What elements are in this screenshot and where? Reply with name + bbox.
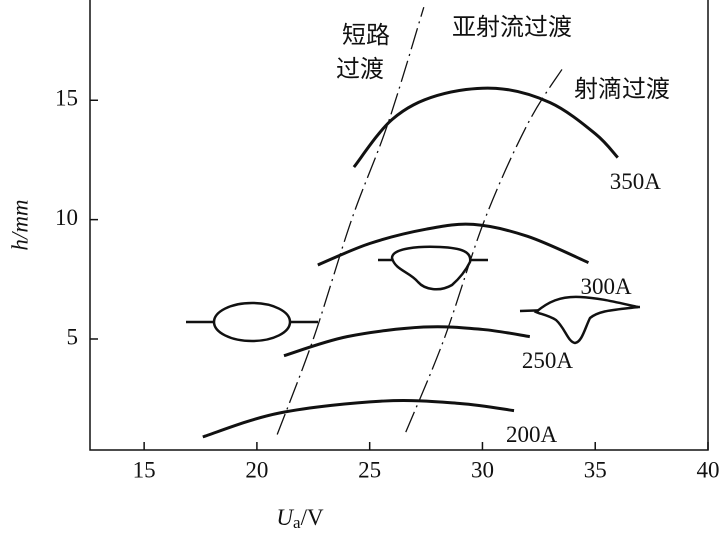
annotation: 亚射流过渡 xyxy=(452,13,572,41)
annotation: 短路 xyxy=(342,21,390,49)
x-label-subscript: a xyxy=(293,513,301,532)
y-tick-label: 10 xyxy=(55,205,78,230)
series-label: 250A xyxy=(522,348,574,373)
x-label-unit: /V xyxy=(301,505,324,530)
x-tick-label: 25 xyxy=(358,457,381,482)
x-tick-label: 40 xyxy=(697,457,720,482)
transition-boundary xyxy=(276,6,425,435)
x-tick-label: 35 xyxy=(584,457,607,482)
x-tick-label: 15 xyxy=(133,457,156,482)
x-axis-label: Ua/V xyxy=(276,505,324,532)
current-curve xyxy=(283,325,531,358)
y-tick-label: 5 xyxy=(67,324,79,349)
current-curve xyxy=(352,86,619,169)
weld-shapes xyxy=(186,245,641,345)
series-label: 200A xyxy=(506,422,557,447)
x-tick-label: 20 xyxy=(245,457,268,482)
y-axis-label: h/mm xyxy=(7,199,32,250)
series-label: 350A xyxy=(610,169,662,194)
x-label-symbol: U xyxy=(276,505,294,530)
current-curve xyxy=(317,222,590,267)
series-label: 300A xyxy=(580,274,632,299)
annotation: 射滴过渡 xyxy=(574,75,670,103)
x-tick-label: 30 xyxy=(471,457,494,482)
current-curve xyxy=(202,399,515,439)
annotation: 过渡 xyxy=(336,55,384,83)
axes-frame xyxy=(89,0,709,451)
y-tick-label: 15 xyxy=(55,86,78,111)
